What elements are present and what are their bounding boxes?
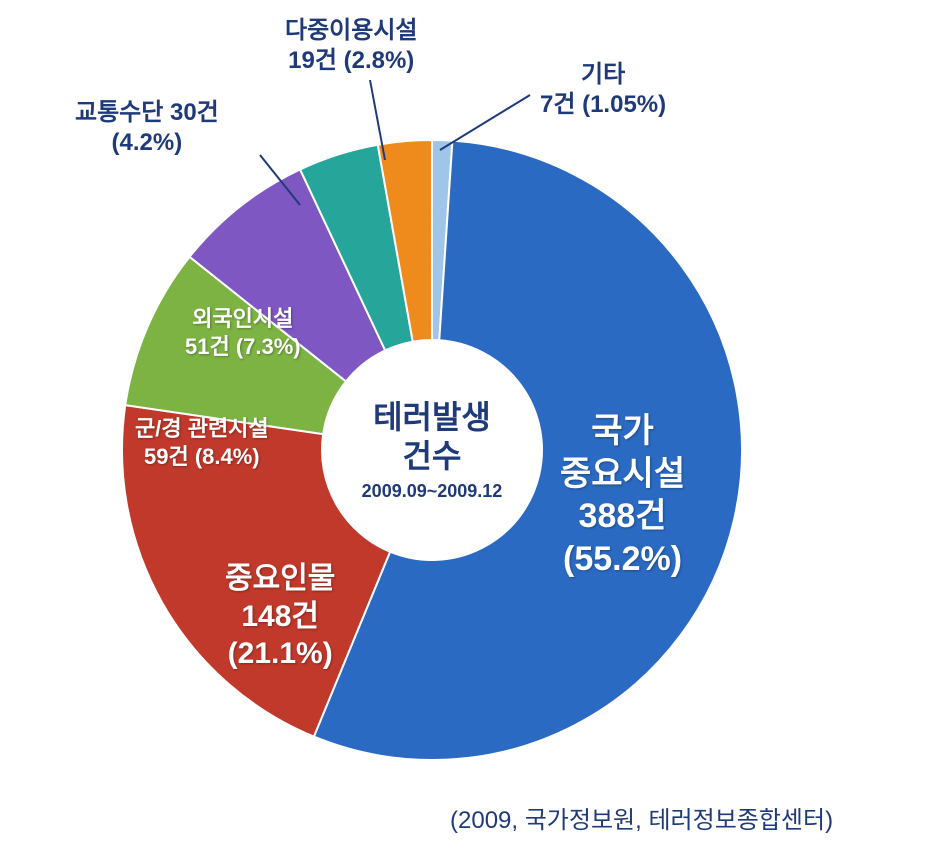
label-line: 군/경 관련시설 [135, 416, 269, 441]
label-line: 19건 (2.8%) [288, 47, 414, 74]
label-military: 군/경 관련시설 59건 (8.4%) [135, 415, 269, 470]
label-vip: 중요인물 148건 (21.1%) [225, 560, 335, 673]
label-foreign: 외국인시설 51건 (7.3%) [185, 305, 301, 360]
label-transport: 교통수단 30건 (4.2%) [75, 98, 219, 158]
label-line: 교통수단 30건 [75, 99, 219, 126]
label-line: 59건 (8.4%) [144, 444, 260, 469]
label-national-facility: 국가 중요시설 388건 (55.2%) [560, 410, 685, 580]
label-line: 148건 [241, 600, 319, 633]
label-line: 51건 (7.3%) [185, 334, 301, 359]
label-line: 중요인물 [225, 562, 335, 595]
label-line: (55.2%) [563, 540, 682, 578]
label-line: (4.2%) [112, 129, 183, 156]
center-subtitle: 2009.09~2009.12 [362, 481, 503, 502]
label-line: 388건 [579, 497, 667, 535]
source-citation: (2009, 국가정보원, 테러정보종합센터) [450, 800, 833, 835]
label-line: (21.1%) [228, 637, 333, 670]
label-other: 기타 7건 (1.05%) [540, 60, 666, 120]
label-line: 국가 [591, 412, 654, 450]
label-line: 다중이용시설 [285, 17, 417, 44]
center-label: 테러발생 건수 2009.09~2009.12 [322, 340, 542, 560]
label-multiuse: 다중이용시설 19건 (2.8%) [285, 16, 417, 76]
center-title-line2: 건수 [403, 437, 462, 475]
label-line: 외국인시설 [192, 306, 293, 331]
label-line: 7건 (1.05%) [540, 91, 666, 118]
label-line: 중요시설 [560, 455, 685, 493]
center-title-line1: 테러발생 [373, 398, 491, 436]
label-line: 기타 [581, 61, 625, 88]
